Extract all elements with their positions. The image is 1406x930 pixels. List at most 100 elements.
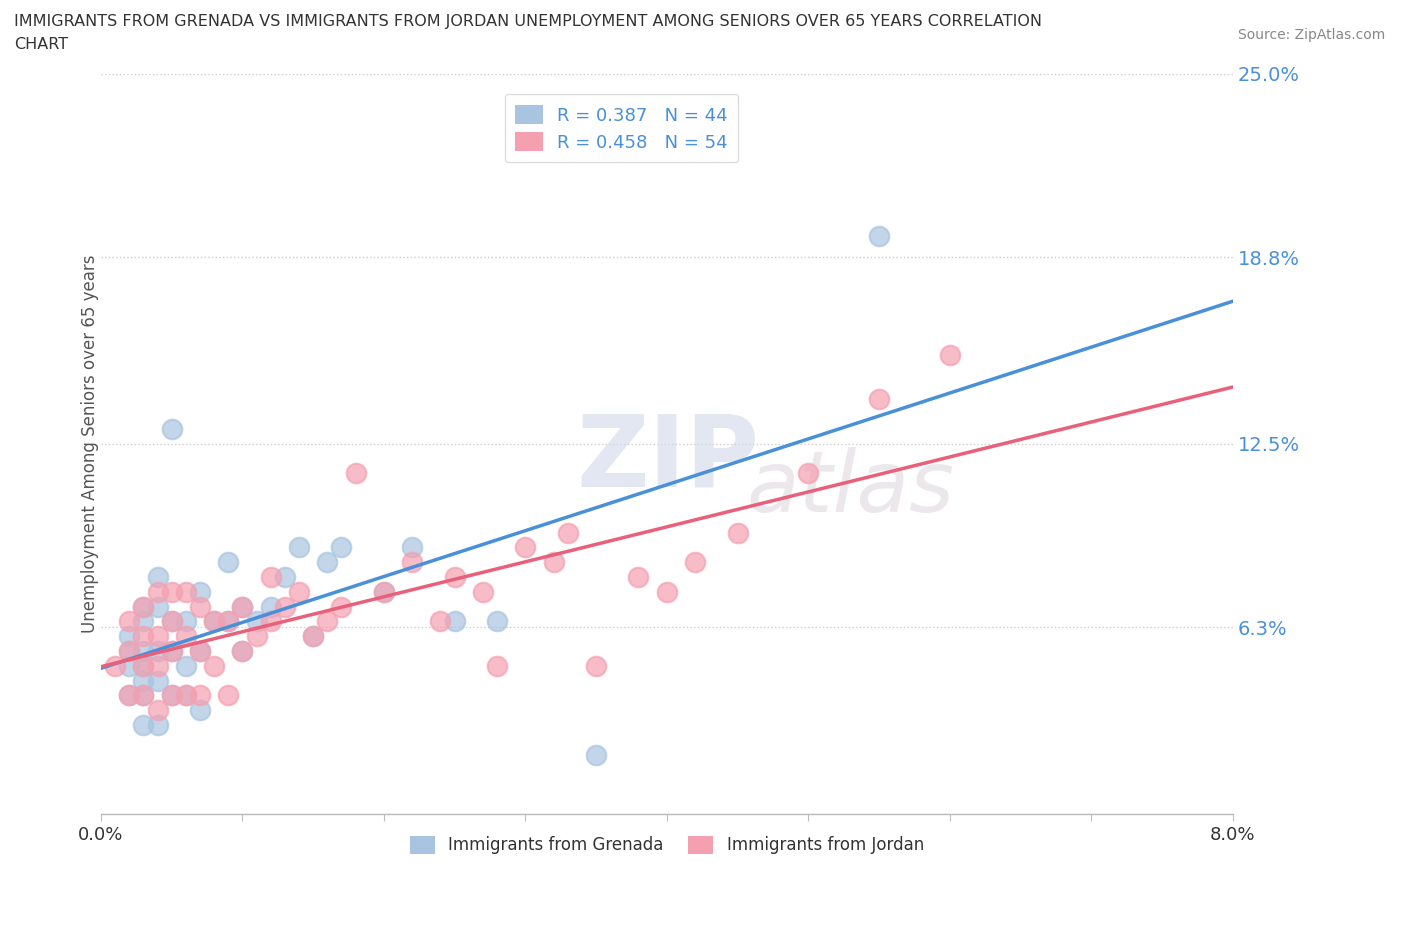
Point [373,584,395,599]
Point [188,644,211,658]
Point [160,614,183,629]
Point [118,644,141,658]
Point [146,703,169,718]
Text: CHART: CHART [14,37,67,52]
Point [118,614,141,629]
Point [302,629,325,644]
Point [330,599,353,614]
Point [188,703,211,718]
Point [868,392,890,406]
Point [938,348,960,363]
Point [118,688,141,703]
Point [515,540,537,555]
Point [146,718,169,733]
Point [160,584,183,599]
Point [132,658,155,673]
Point [543,554,565,569]
Point [132,673,155,688]
Text: Source: ZipAtlas.com: Source: ZipAtlas.com [1237,28,1385,42]
Point [132,614,155,629]
Point [132,688,155,703]
Point [585,658,607,673]
Point [868,229,890,244]
Point [344,466,367,481]
Point [174,614,197,629]
Point [160,644,183,658]
Text: ZIP: ZIP [576,410,759,507]
Point [557,525,579,540]
Point [260,599,283,614]
Point [132,718,155,733]
Point [274,569,297,584]
Point [217,614,239,629]
Point [217,614,239,629]
Point [160,688,183,703]
Point [797,466,820,481]
Point [727,525,749,540]
Point [274,599,297,614]
Point [627,569,650,584]
Point [132,644,155,658]
Point [231,599,253,614]
Text: atlas: atlas [747,446,955,530]
Point [217,688,239,703]
Point [316,614,339,629]
Point [217,554,239,569]
Point [118,688,141,703]
Point [118,644,141,658]
Point [288,540,311,555]
Point [316,554,339,569]
Point [188,644,211,658]
Point [330,540,353,555]
Point [585,747,607,762]
Point [146,584,169,599]
Point [174,688,197,703]
Point [683,554,706,569]
Point [260,569,283,584]
Point [471,584,494,599]
Point [401,540,423,555]
Point [188,584,211,599]
Legend: Immigrants from Grenada, Immigrants from Jordan: Immigrants from Grenada, Immigrants from… [404,829,931,861]
Point [231,644,253,658]
Point [373,584,395,599]
Point [160,421,183,436]
Point [486,658,509,673]
Point [245,614,267,629]
Point [146,644,169,658]
Point [132,599,155,614]
Y-axis label: Unemployment Among Seniors over 65 years: Unemployment Among Seniors over 65 years [82,255,98,633]
Point [188,599,211,614]
Point [160,644,183,658]
Point [655,584,678,599]
Point [231,644,253,658]
Text: IMMIGRANTS FROM GRENADA VS IMMIGRANTS FROM JORDAN UNEMPLOYMENT AMONG SENIORS OVE: IMMIGRANTS FROM GRENADA VS IMMIGRANTS FR… [14,14,1042,29]
Point [260,614,283,629]
Point [302,629,325,644]
Point [401,554,423,569]
Point [288,584,311,599]
Point [132,688,155,703]
Point [118,658,141,673]
Point [174,658,197,673]
Point [104,658,127,673]
Point [486,614,509,629]
Point [174,584,197,599]
Point [160,688,183,703]
Point [132,658,155,673]
Point [146,673,169,688]
Point [202,614,225,629]
Point [202,614,225,629]
Point [245,629,267,644]
Point [174,629,197,644]
Point [118,629,141,644]
Point [202,658,225,673]
Point [146,569,169,584]
Point [146,629,169,644]
Point [146,658,169,673]
Point [231,599,253,614]
Point [443,569,465,584]
Point [146,599,169,614]
Point [132,629,155,644]
Point [188,688,211,703]
